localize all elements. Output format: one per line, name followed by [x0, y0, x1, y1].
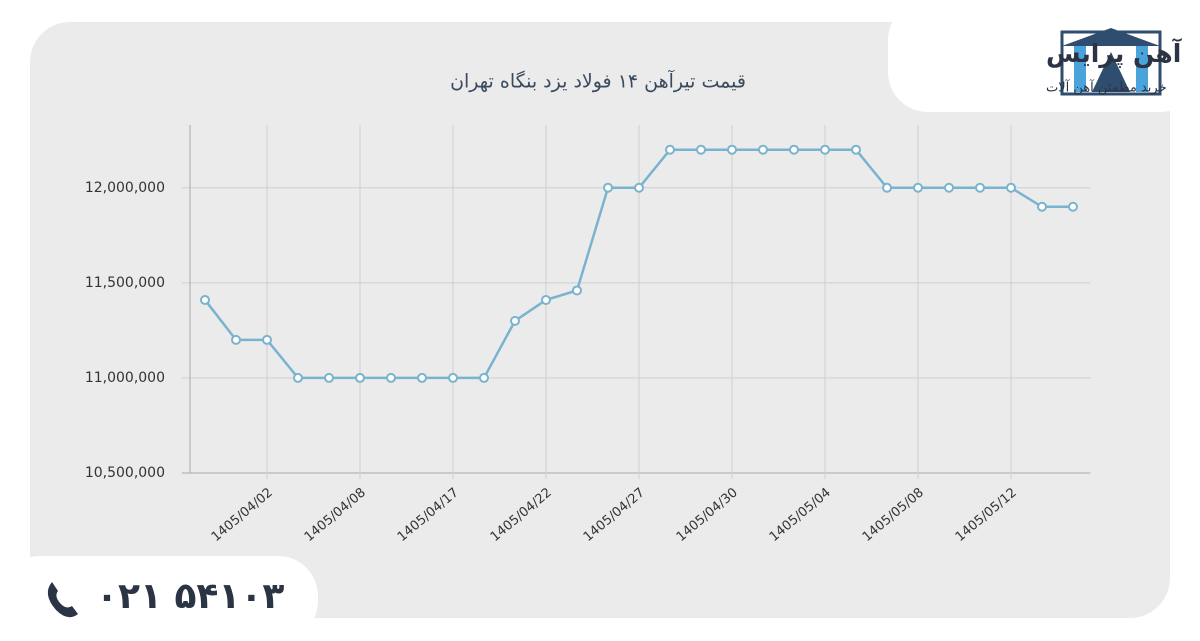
point [324, 372, 334, 383]
brand-tagline: خرید مطمئن آهن آلات [1046, 79, 1167, 96]
point [200, 294, 210, 305]
point [882, 182, 892, 193]
point [696, 144, 706, 155]
y-tick-label: 10,500,000 [85, 465, 165, 481]
point [1006, 182, 1016, 193]
point [1068, 201, 1078, 212]
phone-icon [47, 582, 78, 618]
point [634, 182, 644, 193]
phone-number: ۰۲۱ ۵۴۱۰۳ [96, 576, 284, 617]
point [758, 144, 768, 155]
point [231, 334, 241, 345]
point [603, 182, 613, 193]
brand-name: آهن پرایس [1046, 38, 1183, 69]
point [851, 144, 861, 155]
point [789, 144, 799, 155]
point [448, 372, 458, 383]
point [417, 372, 427, 383]
point [665, 144, 675, 155]
point [913, 182, 923, 193]
point [975, 182, 985, 193]
point [944, 182, 954, 193]
y-tick-label: 11,500,000 [85, 275, 165, 291]
point [479, 372, 489, 383]
point [510, 315, 520, 326]
panel [30, 22, 1170, 618]
point [541, 294, 551, 305]
logo-icon [1060, 28, 1162, 96]
point [386, 372, 396, 383]
y-tick-label: 11,000,000 [85, 370, 165, 386]
point [262, 334, 272, 345]
point [727, 144, 737, 155]
phone-cutout [0, 556, 318, 641]
point [572, 285, 582, 296]
point [1037, 201, 1047, 212]
y-tick-label: 12,000,000 [85, 180, 165, 196]
point [293, 372, 303, 383]
point [355, 372, 365, 383]
point [820, 144, 830, 155]
chart-title: قیمت تیرآهن ۱۴ فولاد یزد بنگاه تهران [450, 69, 746, 93]
